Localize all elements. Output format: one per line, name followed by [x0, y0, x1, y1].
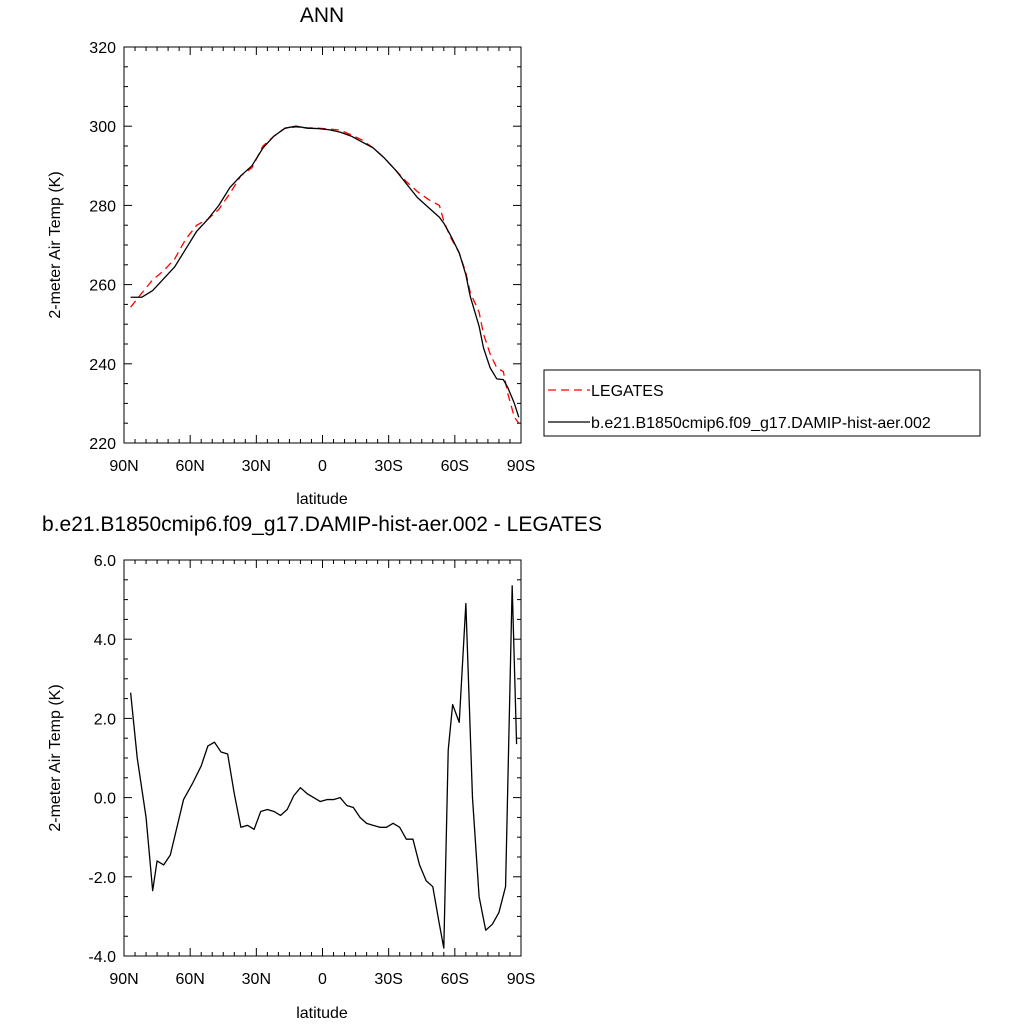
difference-x-axis-label: latitude [296, 1005, 348, 1022]
top-series-line-0 [130, 126, 520, 424]
top-y-tick-label: 300 [89, 119, 116, 136]
top-x-tick-label: 30S [374, 458, 402, 475]
top-series-line-1 [130, 125, 520, 418]
bottom-y-tick-label: -2.0 [88, 870, 116, 887]
top-x-tick-label: 90N [109, 458, 138, 475]
bottom-x-tick-label: 90N [109, 971, 138, 988]
bottom-y-tick-label: 2.0 [94, 711, 116, 728]
chart-title: ANN [300, 4, 344, 27]
bottom-y-tick-label: 6.0 [94, 553, 116, 570]
top-x-tick-label: 30N [242, 458, 271, 475]
top-x-tick-label: 60S [441, 458, 469, 475]
difference-panel: b.e21.B1850cmip6.f09_g17.DAMIP-hist-aer.… [42, 513, 602, 1022]
bottom-y-tick-label: 0.0 [94, 791, 116, 808]
top-y-tick-label: 220 [89, 436, 116, 453]
bottom-x-tick-label: 30N [242, 971, 271, 988]
legend-entry-model: b.e21.B1850cmip6.f09_g17.DAMIP-hist-aer.… [591, 415, 931, 432]
bottom-x-tick-label: 30S [374, 971, 402, 988]
top-x-tick-label: 60N [175, 458, 204, 475]
top-x-tick-label: 0 [318, 458, 327, 475]
legend-box [543, 369, 981, 437]
top-y-tick-label: 320 [89, 40, 116, 57]
bottom-series-line-0 [129, 585, 518, 949]
difference-y-axis-label: 2-meter Air Temp (K) [47, 684, 64, 831]
plot-frame [123, 46, 522, 444]
bottom-x-tick-label: 60N [175, 971, 204, 988]
top-x-tick-label: 90S [507, 458, 535, 475]
top-y-tick-label: 280 [89, 198, 116, 215]
top-y-tick-label: 240 [89, 357, 116, 374]
bottom-x-tick-label: 90S [507, 971, 535, 988]
temperature-panel: ANN 90N 60N 30N 0 30S 60S 90S 220 240 260 280 300 32… [47, 4, 535, 508]
bottom-y-tick-label: -4.0 [88, 949, 116, 966]
difference-chart-title: b.e21.B1850cmip6.f09_g17.DAMIP-hist-aer.… [42, 513, 602, 536]
bottom-x-tick-label: 60S [441, 971, 469, 988]
difference-plot-frame [123, 559, 522, 957]
bottom-x-tick-label: 0 [318, 971, 327, 988]
legend: LEGATES b.e21.B1850cmip6.f09_g17.DAMIP-h… [543, 369, 981, 437]
top-y-tick-label: 260 [89, 278, 116, 295]
bottom-y-tick-label: 4.0 [94, 632, 116, 649]
y-axis-label: 2-meter Air Temp (K) [47, 171, 64, 318]
x-axis-label: latitude [296, 491, 348, 508]
legend-entry-legates: LEGATES [591, 383, 664, 400]
